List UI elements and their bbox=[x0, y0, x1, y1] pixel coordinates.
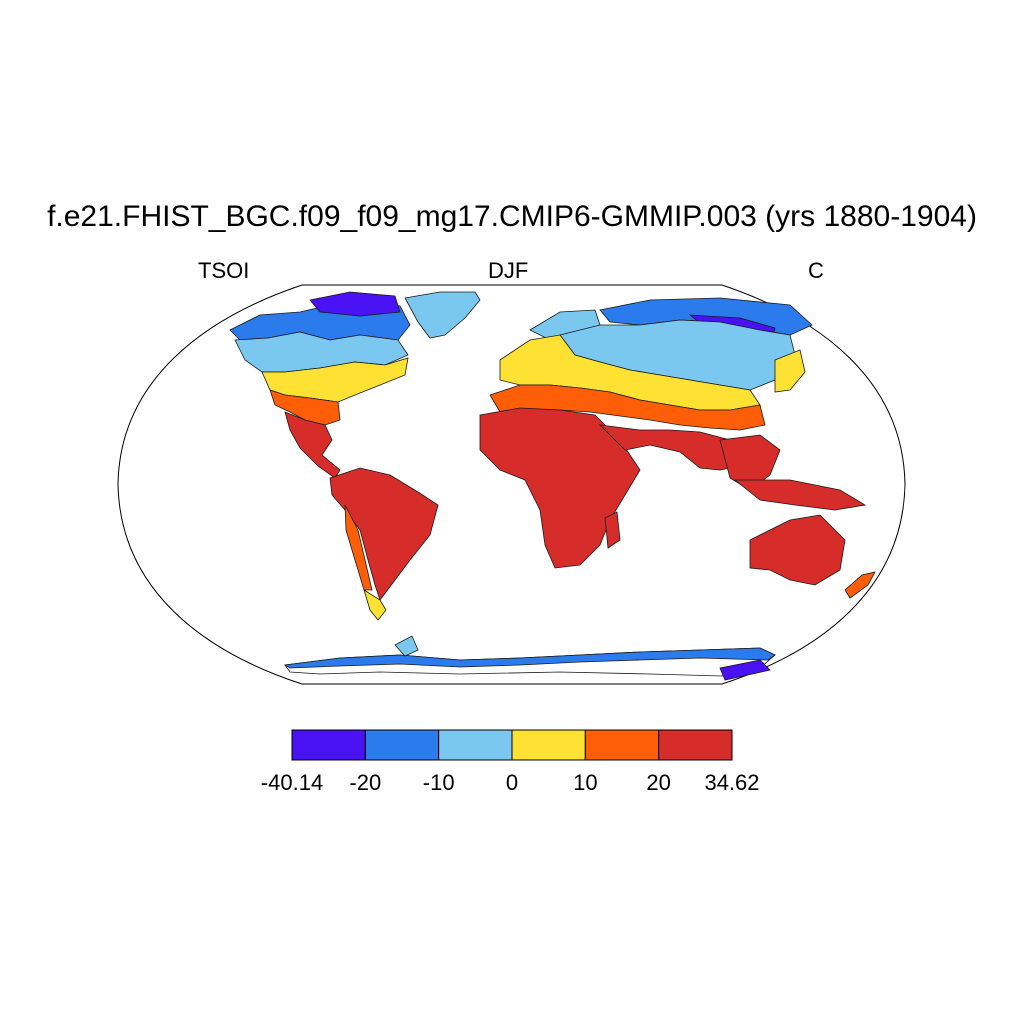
east-asia bbox=[774, 349, 806, 393]
australia bbox=[749, 514, 846, 586]
colorbar-swatch bbox=[511, 729, 586, 761]
middle-east-north-africa-belt bbox=[489, 384, 766, 431]
south-america-andes bbox=[344, 504, 373, 591]
mexico-central-america bbox=[284, 411, 341, 479]
colorbar: -40.14 -20 -10 0 10 20 34.62 bbox=[261, 729, 760, 795]
colorbar-tick-label: 20 bbox=[646, 770, 670, 795]
antarctica-east bbox=[719, 659, 771, 681]
colorbar-tick-label: 34.62 bbox=[704, 770, 759, 795]
southeast-asia bbox=[719, 434, 781, 491]
canadian-archipelago bbox=[309, 291, 401, 317]
antarctica-ice-edge bbox=[283, 647, 776, 669]
patagonia bbox=[363, 589, 387, 621]
colorbar-swatch bbox=[584, 729, 660, 761]
antarctic-peninsula bbox=[394, 635, 419, 657]
colorbar-swatch bbox=[364, 729, 440, 761]
colorbar-tick-label: 10 bbox=[573, 770, 597, 795]
units-label: C bbox=[808, 258, 824, 283]
north-america-south bbox=[269, 389, 341, 426]
colorbar-swatch bbox=[658, 729, 733, 761]
africa bbox=[479, 407, 641, 569]
colorbar-tick-label: -10 bbox=[423, 770, 455, 795]
colorbar-tick-label: 0 bbox=[506, 770, 518, 795]
madagascar bbox=[604, 511, 621, 549]
colorbar-swatch bbox=[438, 729, 513, 761]
greenland bbox=[404, 291, 481, 339]
colorbar-tick-label: -20 bbox=[349, 770, 381, 795]
land-temperature-field bbox=[229, 291, 876, 681]
new-zealand bbox=[844, 571, 876, 599]
plot-title: f.e21.FHIST_BGC.f09_f09_mg17.CMIP6-GMMIP… bbox=[47, 200, 977, 233]
colorbar-swatch bbox=[291, 729, 366, 761]
colorbar-tick-label: -40.14 bbox=[261, 770, 323, 795]
variable-label: TSOI bbox=[198, 258, 250, 283]
season-label: DJF bbox=[488, 258, 529, 283]
maritime-continent bbox=[733, 479, 867, 511]
